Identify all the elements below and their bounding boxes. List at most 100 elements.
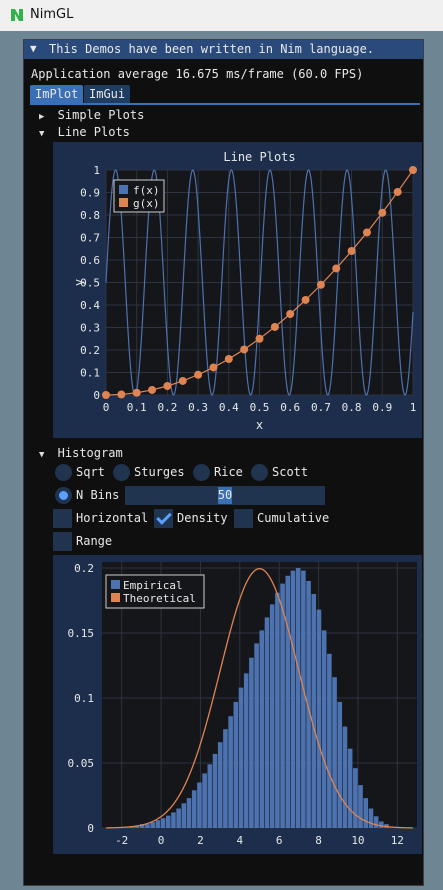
checkbox-range-label: Range — [76, 534, 113, 548]
histogram-bar — [243, 673, 249, 828]
histogram-bar — [327, 653, 332, 828]
checkbox-horizontal[interactable] — [53, 509, 72, 528]
histogram-bar — [145, 824, 150, 828]
radio-rice[interactable] — [193, 464, 210, 481]
tree-simple-plots[interactable]: ▶ Simple Plots — [39, 108, 144, 122]
x-tick-label: -2 — [115, 834, 128, 847]
x-tick-label: 0.6 — [280, 401, 300, 414]
histogram-bar — [342, 726, 348, 828]
x-tick-label: 0 — [158, 834, 165, 847]
y-tick-label: 0.4 — [80, 299, 100, 312]
x-tick-label: 0.4 — [219, 401, 239, 414]
series-gx-point — [393, 187, 402, 196]
tab-implot[interactable]: ImPlot — [30, 85, 84, 103]
checkbox-density-label: Density — [177, 511, 228, 525]
line-plot-chart[interactable]: Line Plots 0 0.1 0.2 0.3 0.4 0.5 0.6 0.7 0.8 0.9 1 0… — [53, 142, 422, 438]
histogram-bar — [306, 581, 311, 828]
histogram-bar — [358, 785, 363, 828]
radio-sqrt[interactable] — [55, 464, 72, 481]
series-gx-point — [347, 247, 356, 255]
checkbox-range[interactable] — [53, 532, 72, 551]
histogram-bar — [316, 609, 322, 828]
y-tick-label: 0.5 — [80, 277, 100, 290]
x-tick-label: 0.1 — [127, 401, 147, 414]
y-tick-label: 0.3 — [80, 322, 100, 335]
tab-imgui[interactable]: ImGui — [84, 85, 131, 103]
nbins-slider-grab[interactable] — [218, 487, 232, 504]
histogram-bar — [249, 657, 254, 828]
collapse-arrow-icon: ▼ — [39, 450, 45, 460]
checkbox-horizontal-label: Horizontal — [76, 511, 149, 525]
histogram-bar — [207, 764, 213, 828]
series-gx-point — [255, 334, 264, 343]
line-plots-label: Line Plots — [57, 125, 130, 139]
histogram-bar — [269, 604, 275, 828]
histogram-bar — [228, 716, 233, 828]
histogram-bar — [275, 592, 280, 828]
histogram-chart[interactable]: -2 0 2 4 6 8 10 12 0 0.05 0.1 0.15 0.2 EmpiricalTheor… — [53, 555, 422, 854]
window-title-bar[interactable]: ▼ This Demos have been written in Nim la… — [24, 40, 423, 59]
line-plot-frame[interactable]: Line Plots 0 0.1 0.2 0.3 0.4 0.5 0.6 0.7 0.8 0.9 1 0… — [53, 142, 422, 438]
y-tick-label: 0.1 — [80, 367, 100, 380]
series-gx-point — [362, 228, 371, 237]
series-gx-point — [102, 391, 110, 399]
x-tick-label: 2 — [197, 834, 204, 847]
series-gx-point — [270, 322, 279, 331]
x-tick-label: 0.3 — [188, 401, 208, 414]
series-gx-point — [409, 166, 417, 174]
histogram-bar — [301, 570, 306, 828]
series-gx-point — [148, 385, 157, 394]
y-tick-label: 0.6 — [80, 254, 100, 267]
x-tick-label: 4 — [237, 834, 244, 847]
y-tick-label: 0.9 — [80, 187, 100, 200]
x-tick-label: 1 — [410, 401, 417, 414]
radio-scott-label: Scott — [272, 465, 309, 479]
legend-swatch-theoretical — [111, 593, 120, 602]
checkbox-density[interactable] — [154, 509, 173, 528]
x-tick-label: 12 — [391, 834, 404, 847]
histogram-bar — [332, 677, 337, 828]
y-tick-label: 0.15 — [68, 627, 95, 640]
x-axis-label: x — [256, 418, 263, 432]
histogram-bar — [337, 701, 343, 828]
histogram-bar — [176, 808, 181, 828]
histogram-plot-frame[interactable]: -2 0 2 4 6 8 10 12 0 0.05 0.1 0.15 0.2 Empirical Theor… — [53, 555, 422, 854]
x-tick-label: 0.2 — [157, 401, 177, 414]
series-gx-point — [132, 388, 141, 397]
fps-text: Application average 16.675 ms/frame (60.… — [31, 67, 364, 81]
histogram-bar — [171, 812, 176, 828]
tree-line-plots[interactable]: ▼ Line Plots — [39, 125, 130, 139]
radio-nbins[interactable] — [55, 487, 72, 504]
app-titlebar: NimGL — [0, 0, 443, 31]
collapse-arrow-icon: ▼ — [39, 129, 45, 139]
demo-window: ▼ This Demos have been written in Nim la… — [23, 39, 424, 886]
histogram-bar — [150, 822, 155, 828]
histogram-bar — [264, 617, 270, 828]
radio-rice-label: Rice — [214, 465, 243, 479]
radio-sturges[interactable] — [113, 464, 130, 481]
radio-scott[interactable] — [251, 464, 268, 481]
histogram-bar — [181, 803, 187, 828]
tree-histogram[interactable]: ▼ Histogram — [39, 446, 123, 460]
legend-label-theoretical: Theoretical — [123, 592, 196, 605]
checkbox-cumulative-label: Cumulative — [257, 511, 330, 525]
legend-label-fx: f(x) — [133, 184, 160, 197]
y-tick-label: 0.05 — [68, 757, 95, 770]
x-tick-label: 0.8 — [342, 401, 362, 414]
series-gx-point — [240, 345, 249, 354]
legend-label-gx: g(x) — [133, 197, 160, 210]
collapse-arrow-icon[interactable]: ▼ — [30, 42, 37, 55]
tab-underline — [30, 103, 420, 105]
checkbox-cumulative[interactable] — [234, 509, 253, 528]
nbins-slider[interactable]: 50 — [125, 486, 325, 505]
x-tick-label: 0.5 — [250, 401, 270, 414]
x-tick-label: 0.7 — [311, 401, 331, 414]
histogram-bar — [238, 687, 244, 828]
x-tick-label: 10 — [351, 834, 364, 847]
y-tick-label: 0.2 — [80, 344, 100, 357]
histogram-bar — [233, 701, 239, 828]
series-gx-point — [178, 376, 187, 385]
expand-arrow-icon: ▶ — [39, 112, 45, 122]
histogram-bar — [139, 824, 145, 828]
histogram-bar — [290, 570, 296, 828]
